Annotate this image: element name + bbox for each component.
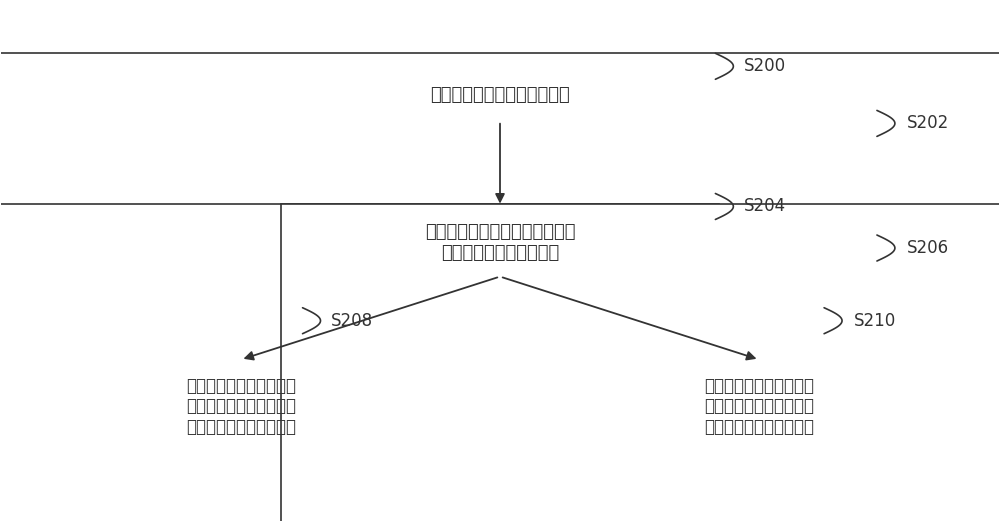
Text: S202: S202 <box>907 114 949 133</box>
FancyBboxPatch shape <box>0 204 719 522</box>
Text: S200: S200 <box>744 57 786 75</box>
Text: 在检测的反应气压缩机入
口的流量小于喘振流量的
情况下，控制回流阀打开: 在检测的反应气压缩机入 口的流量小于喘振流量的 情况下，控制回流阀打开 <box>186 376 296 436</box>
Text: S204: S204 <box>744 197 786 216</box>
Text: S210: S210 <box>854 312 896 330</box>
FancyBboxPatch shape <box>0 53 1000 432</box>
Text: 在检测的反应气压缩机入
口的流量大于喘振流量的
情况下，控制回流阀关闭: 在检测的反应气压缩机入 口的流量大于喘振流量的 情况下，控制回流阀关闭 <box>704 376 814 436</box>
Text: 检测反应气压缩机入口的流量: 检测反应气压缩机入口的流量 <box>430 86 570 104</box>
Text: S206: S206 <box>907 239 949 257</box>
Text: S208: S208 <box>330 312 373 330</box>
Text: 将所检测的反应气压缩机入口的
流量与喘振流量进行比较: 将所检测的反应气压缩机入口的 流量与喘振流量进行比较 <box>425 223 575 262</box>
FancyBboxPatch shape <box>281 204 1000 522</box>
FancyBboxPatch shape <box>0 0 1000 277</box>
